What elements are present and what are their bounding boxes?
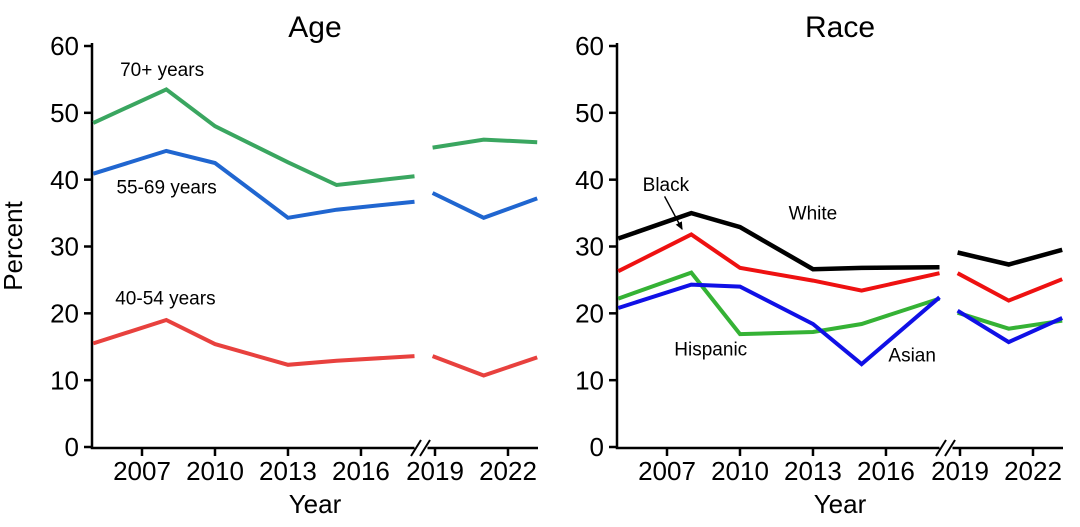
y-tick-label: 30 xyxy=(50,232,79,262)
axis-break-slash xyxy=(419,439,431,457)
x-tick-label: 2019 xyxy=(931,456,989,486)
y-tick-label: 40 xyxy=(50,165,79,195)
series-line-asian xyxy=(956,308,1064,345)
series-line-55-69-years xyxy=(92,148,415,220)
y-tick-label: 50 xyxy=(575,98,604,128)
series-label-40-54-years: 40-54 years xyxy=(115,288,215,309)
series-line-hispanic xyxy=(617,270,941,337)
x-tick-label: 2016 xyxy=(332,456,390,486)
series-line-black xyxy=(617,232,940,293)
age-chart: Age 0 10 20 30 40 50 60 2007 2010 2013 2016 2019 2022… xyxy=(0,11,538,519)
x-tick-label: 2013 xyxy=(784,456,842,486)
x-tick-label: 2016 xyxy=(857,456,915,486)
y-tick-label: 20 xyxy=(575,298,604,328)
series-line-70-years xyxy=(432,137,538,150)
series-line-40-54-years xyxy=(431,354,538,378)
series-label-55-69-years: 55-69 years xyxy=(116,178,216,199)
y-tick-label: 0 xyxy=(590,432,604,462)
x-tick-label: 2007 xyxy=(638,456,696,486)
annotation-arrow-black xyxy=(663,196,683,231)
series-label-black: Black xyxy=(643,175,690,196)
series-line-40-54-years xyxy=(92,317,415,367)
y-tick-label: 60 xyxy=(575,31,604,61)
y-axis-label: Percent xyxy=(0,200,28,290)
y-tick-label: 30 xyxy=(575,232,604,262)
series-line-asian xyxy=(617,282,941,367)
x-axis-label: Year xyxy=(814,489,867,519)
x-tick-label: 2007 xyxy=(113,456,171,486)
series-line-white xyxy=(617,210,940,272)
y-tick-label: 10 xyxy=(575,365,604,395)
series-line-55-69-years xyxy=(431,191,538,220)
y-tick-label: 10 xyxy=(50,365,79,395)
x-tick-label: 2022 xyxy=(1004,456,1062,486)
series-line-70-years xyxy=(92,87,415,188)
axis-break-gap xyxy=(414,444,428,452)
x-tick-label: 2013 xyxy=(259,456,317,486)
series-label-hispanic: Hispanic xyxy=(674,339,747,360)
axis-break-slash xyxy=(935,439,947,457)
y-tick-label: 60 xyxy=(50,31,79,61)
series-label-white: White xyxy=(789,204,838,225)
series-label-70-years: 70+ years xyxy=(120,60,204,81)
x-tick-label: 2019 xyxy=(406,456,464,486)
series-line-hispanic xyxy=(957,310,1063,331)
axis-break-gap xyxy=(939,444,953,452)
series-line-white xyxy=(957,247,1063,267)
x-tick-label: 2022 xyxy=(479,456,537,486)
y-tick-label: 40 xyxy=(575,165,604,195)
axis-break-slash xyxy=(944,439,956,457)
series-label-asian: Asian xyxy=(888,345,936,366)
x-tick-label: 2010 xyxy=(186,456,244,486)
x-tick-label: 2010 xyxy=(711,456,769,486)
race-chart: Race 0 10 20 30 40 50 60 2007 2010 2013 2016 2019 202… xyxy=(575,11,1064,519)
y-tick-label: 50 xyxy=(50,98,79,128)
race-title: Race xyxy=(805,11,875,44)
age-title: Age xyxy=(288,11,341,44)
y-tick-label: 20 xyxy=(50,298,79,328)
x-axis-label: Year xyxy=(289,489,342,519)
series-line-black xyxy=(956,271,1063,303)
y-tick-label: 0 xyxy=(65,432,79,462)
axis-break-slash xyxy=(410,439,422,457)
